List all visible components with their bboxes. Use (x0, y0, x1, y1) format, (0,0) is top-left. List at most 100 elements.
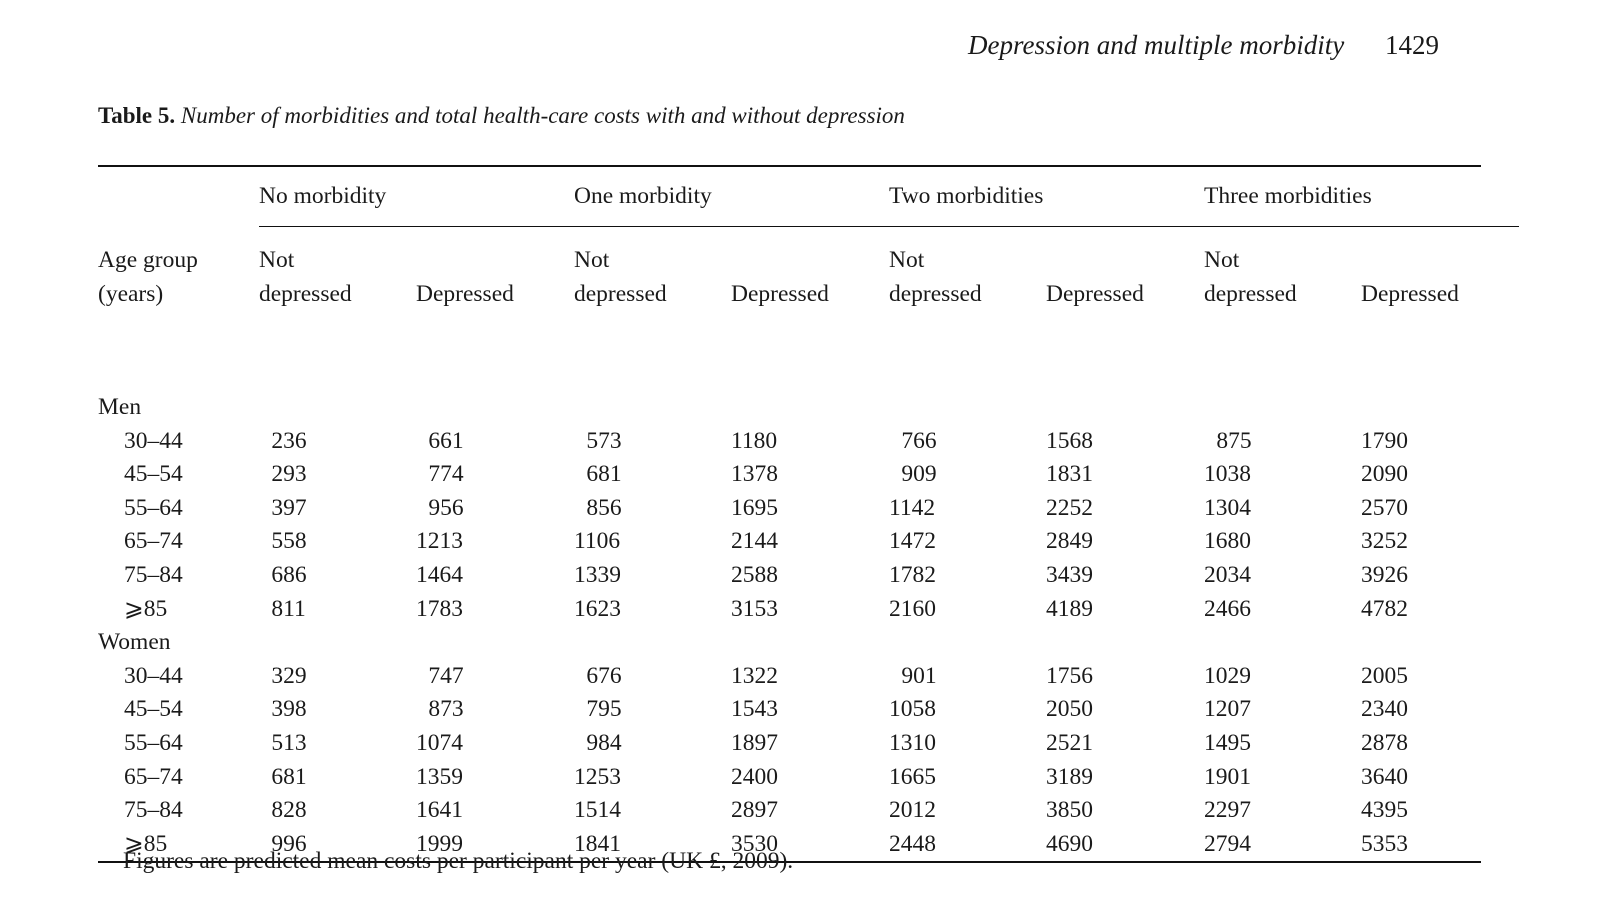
not-depressed-cost-cell: 2160 (889, 595, 936, 622)
age-cell: 75–84 (124, 561, 183, 588)
empty-header-cell (98, 167, 259, 229)
not-depressed-line2: depressed (574, 281, 667, 307)
not-depressed-cost-cell: 1782 (889, 561, 936, 588)
depressed-cost-cell: 1831 (1046, 461, 1093, 488)
depressed-cost-cell: 774 (428, 461, 464, 488)
depressed-cost-cell: 1695 (731, 494, 778, 521)
depressed-cost-cell: 1074 (416, 729, 463, 756)
age-cell: 30–44 (124, 662, 183, 689)
not-depressed-header: Not depressed (889, 229, 1046, 377)
age-header-line2: (years) (98, 281, 164, 307)
depressed-header: Depressed (731, 281, 829, 307)
depressed-cost-cell: 2878 (1361, 729, 1408, 756)
not-depressed-cost-cell: 875 (1216, 427, 1252, 454)
age-cell: 75–84 (124, 797, 183, 824)
depressed-cost-cell: 3926 (1361, 561, 1408, 588)
depressed-cost-cell: 3640 (1361, 763, 1408, 790)
table-row: 45–54 293 774 681 1378 909 1831 1038 2090 (98, 458, 1519, 492)
cost-table-grid: No morbidity One morbidity Two morbiditi… (98, 167, 1519, 861)
depressed-cost-cell: 956 (428, 494, 464, 521)
depressed-cost-cell: 1756 (1046, 662, 1093, 689)
depressed-cost-cell: 4782 (1361, 595, 1408, 622)
not-depressed-cost-cell: 811 (271, 595, 306, 622)
group-underline (1204, 226, 1519, 227)
not-depressed-cost-cell: 293 (271, 461, 307, 488)
depressed-cost-cell: 1641 (416, 797, 463, 824)
table-row: 55–64 513 1074 984 1897 1310 2521 1495 2878 (98, 727, 1519, 761)
not-depressed-line1: Not (889, 247, 925, 273)
not-depressed-cost-cell: 901 (901, 662, 937, 689)
section-row: Men (98, 377, 1519, 425)
depressed-cost-cell: 5353 (1361, 830, 1408, 857)
depressed-cost-cell: 1543 (731, 696, 778, 723)
column-header-row: Age group (years) Not depressed Depresse… (98, 229, 1519, 377)
depressed-cost-cell: 4189 (1046, 595, 1093, 622)
not-depressed-cost-cell: 513 (271, 729, 307, 756)
section-label: Men (98, 394, 142, 420)
not-depressed-cost-cell: 686 (271, 561, 307, 588)
depressed-cost-cell: 2400 (731, 763, 778, 790)
not-depressed-cost-cell: 1029 (1204, 662, 1251, 689)
group-label: Two morbidities (889, 183, 1044, 209)
depressed-cost-cell: 1180 (731, 427, 778, 454)
table-body: Men 30–44 236 661 573 1180 766 1568 875 1790 45–54… (98, 377, 1519, 861)
not-depressed-line1: Not (574, 247, 610, 273)
depressed-cost-cell: 2897 (731, 797, 778, 824)
depressed-header: Depressed (1046, 281, 1144, 307)
depressed-cost-cell: 1790 (1361, 427, 1408, 454)
not-depressed-header: Not depressed (1204, 229, 1361, 377)
group-label: No morbidity (259, 183, 387, 209)
age-cell: 55–64 (124, 729, 183, 756)
not-depressed-line1: Not (1204, 247, 1240, 273)
not-depressed-cost-cell: 909 (901, 461, 937, 488)
depressed-cost-cell: 2050 (1046, 696, 1093, 723)
not-depressed-line1: Not (259, 247, 295, 273)
table-row: 75–84 828 1641 1514 2897 2012 3850 2297 4395 (98, 794, 1519, 828)
table-caption-text: Number of morbidities and total health-c… (180, 103, 905, 128)
group-three-morbidities: Three morbidities (1204, 167, 1519, 229)
depressed-cost-cell: 2588 (731, 561, 778, 588)
not-depressed-cost-cell: 1680 (1204, 528, 1251, 555)
depressed-cost-cell: 1999 (416, 830, 463, 857)
group-one-morbidity: One morbidity (574, 167, 891, 229)
depressed-cost-cell: 3439 (1046, 561, 1093, 588)
age-cell: 55–64 (124, 494, 183, 521)
not-depressed-cost-cell: 329 (271, 662, 307, 689)
not-depressed-cost-cell: 1495 (1204, 729, 1251, 756)
not-depressed-header: Not depressed (574, 229, 731, 377)
not-depressed-cost-cell: 558 (271, 528, 307, 555)
depressed-cost-cell: 3189 (1046, 763, 1093, 790)
running-head-title: Depression and multiple morbidity (968, 30, 1345, 60)
depressed-cost-cell: 1359 (416, 763, 463, 790)
depressed-cost-cell: 1568 (1046, 427, 1093, 454)
table-top-rule (98, 165, 1481, 167)
age-cell: 45–54 (124, 696, 183, 723)
section-label: Women (98, 629, 171, 656)
group-underline (889, 226, 1206, 227)
table-row: 65–74 558 1213 1106 2144 1472 2849 1680 3252 (98, 525, 1519, 559)
table-row: 75–84 686 1464 1339 2588 1782 3439 2034 3926 (98, 559, 1519, 593)
group-label: Three morbidities (1204, 183, 1372, 209)
not-depressed-cost-cell: 2794 (1204, 830, 1251, 857)
depressed-cost-cell: 747 (428, 662, 464, 689)
not-depressed-cost-cell: 795 (586, 696, 622, 723)
not-depressed-cost-cell: 397 (271, 494, 307, 521)
not-depressed-cost-cell: 398 (271, 696, 307, 723)
age-cell: ⩾85 (124, 830, 168, 857)
group-two-morbidities: Two morbidities (889, 167, 1206, 229)
not-depressed-cost-cell: 573 (586, 427, 622, 454)
group-header-row: No morbidity One morbidity Two morbiditi… (98, 167, 1519, 229)
depressed-cost-cell: 873 (428, 696, 464, 723)
not-depressed-cost-cell: 2466 (1204, 595, 1251, 622)
not-depressed-cost-cell: 1339 (574, 561, 621, 588)
depressed-cost-cell: 4395 (1361, 797, 1408, 824)
not-depressed-cost-cell: 2448 (889, 830, 936, 857)
table-row: 30–44 236 661 573 1180 766 1568 875 1790 (98, 425, 1519, 459)
table-row: 30–44 329 747 676 1322 901 1756 1029 2005 (98, 660, 1519, 694)
depressed-cost-cell: 661 (428, 427, 464, 454)
not-depressed-cost-cell: 1106 (574, 528, 621, 555)
group-underline (574, 226, 891, 227)
not-depressed-cost-cell: 1310 (889, 729, 936, 756)
not-depressed-line2: depressed (889, 281, 982, 307)
table-row: 65–74 681 1359 1253 2400 1665 3189 1901 3640 (98, 761, 1519, 795)
